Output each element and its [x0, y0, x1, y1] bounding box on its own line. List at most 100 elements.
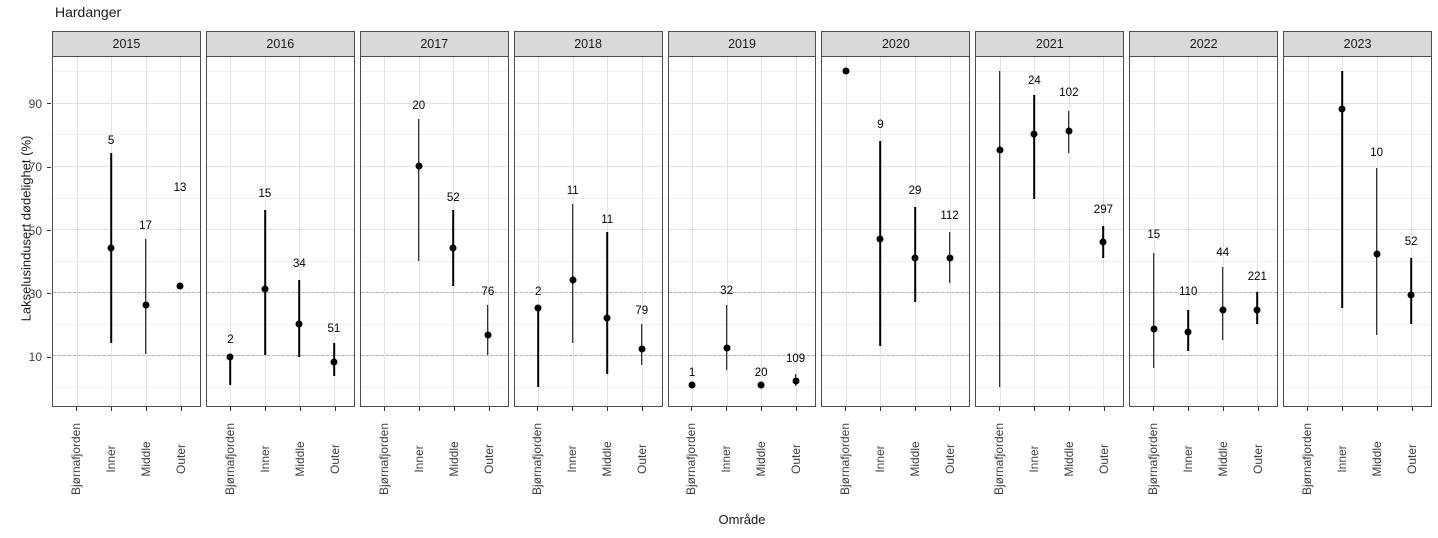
gridline-vertical	[299, 57, 301, 406]
y-tick-label: 90	[28, 96, 42, 111]
x-axis-title: Område	[718, 512, 766, 527]
gridline-minor	[976, 387, 1124, 389]
x-tick-mark	[1341, 407, 1343, 411]
n-label: 20	[412, 99, 426, 112]
gridline-major	[206, 102, 354, 104]
plot-area: 2 15 34 51	[205, 57, 355, 407]
facet-strip: 2022	[1129, 31, 1279, 57]
gridline-major	[976, 165, 1124, 167]
plot-area: 9 29 112	[821, 57, 971, 407]
n-label: 1	[688, 366, 696, 379]
gridline-minor	[976, 323, 1124, 325]
gridline-vertical	[761, 57, 763, 406]
x-labels: Bjørnafjorden Inner Middle Outer	[52, 412, 201, 512]
point-marker	[1030, 130, 1038, 138]
error-bar	[606, 232, 608, 375]
y-tick-mark	[47, 230, 51, 232]
gridline-minor	[1130, 197, 1278, 199]
gridline-vertical	[76, 57, 78, 406]
gridline-major	[53, 102, 200, 104]
n-label: 24	[1027, 74, 1041, 87]
error-bar	[418, 118, 420, 261]
gridline-minor	[1284, 197, 1432, 199]
error-bar	[1033, 94, 1036, 200]
plot-area: 24 102 297	[975, 57, 1125, 407]
x-ticks	[206, 407, 355, 412]
plot-area: 15 110 44 221	[1129, 57, 1279, 407]
x-tick-mark	[229, 407, 231, 411]
gridline-minor	[514, 134, 662, 136]
x-category-label: Bjørnafjorden	[376, 422, 391, 496]
reference-line	[1130, 292, 1278, 294]
gridline-vertical	[692, 57, 694, 406]
n-label: 297	[1093, 204, 1113, 217]
y-axis: 10 30 50 70 90	[0, 58, 52, 408]
plot-area: 2 11 11 79	[513, 57, 663, 407]
x-ticks	[52, 407, 201, 412]
point-marker	[688, 381, 696, 389]
gridline-major	[668, 229, 816, 231]
gridline-minor	[668, 197, 816, 199]
gridline-major	[822, 102, 970, 104]
x-tick-mark	[418, 407, 420, 411]
reference-line	[360, 355, 508, 357]
gridline-vertical	[845, 57, 847, 406]
error-bar	[640, 323, 643, 365]
reference-line	[206, 355, 354, 357]
reference-line	[1284, 292, 1432, 294]
x-category-label: Outer	[1404, 443, 1419, 475]
x-tick-mark	[607, 407, 609, 411]
n-label: 79	[635, 305, 649, 318]
point-marker	[911, 254, 919, 262]
x-tick-mark	[110, 407, 112, 411]
x-category-label: Middle	[446, 441, 461, 477]
n-label: 221	[1247, 270, 1267, 283]
facet-panel-2019: 2019 1 32 20 109 Bjørnafjorden Inner Middle Oute…	[667, 31, 817, 512]
gridline-minor	[1130, 260, 1278, 262]
x-tick-mark	[796, 407, 798, 411]
n-label: 32	[720, 284, 733, 297]
y-tick-label: 30	[28, 286, 42, 301]
panels: 2015 5 17 13 Bjørnafjorden Inner Middle Outer 20…	[52, 31, 1433, 512]
reference-line	[822, 355, 970, 357]
point-marker	[107, 244, 115, 252]
error-bar	[725, 304, 728, 370]
facet-strip-label: 2016	[266, 37, 295, 51]
gridline-major	[360, 229, 508, 231]
n-label: 112	[940, 210, 959, 223]
x-category-label: Bjørnafjorden	[1299, 422, 1314, 496]
error-bar	[571, 203, 574, 343]
gridline-minor	[668, 71, 816, 73]
gridline-minor	[1284, 387, 1432, 389]
x-ticks	[668, 407, 817, 412]
point-marker	[261, 285, 269, 293]
n-label: 52	[1404, 235, 1418, 248]
gridline-minor	[206, 134, 354, 136]
facet-panel-2018: 2018 2 11 11 79 Bjørnafjorden Inner Middle Outer	[513, 31, 663, 512]
facet-strip-label: 2023	[1343, 37, 1372, 51]
gridline-vertical	[1188, 57, 1190, 406]
gridline-minor	[1130, 323, 1278, 325]
point-marker	[142, 301, 150, 309]
plot-area: 5 17 13	[52, 57, 201, 407]
x-category-label: Middle	[292, 441, 307, 477]
reference-line	[514, 355, 662, 357]
point-marker	[876, 235, 884, 243]
x-category-label: Outer	[327, 443, 342, 475]
point-marker	[1219, 306, 1227, 314]
gridline-vertical	[1411, 57, 1413, 406]
reference-line	[976, 292, 1124, 294]
point-marker	[603, 314, 611, 322]
gridline-major	[1130, 229, 1278, 231]
point-marker	[1338, 105, 1346, 113]
gridline-vertical	[145, 57, 147, 406]
y-tick-label: 10	[28, 350, 42, 365]
gridline-vertical	[333, 57, 335, 406]
y-tick-label: 50	[28, 223, 42, 238]
gridline-major	[206, 165, 354, 167]
x-tick-mark	[761, 407, 763, 411]
reference-line	[206, 292, 354, 294]
gridline-minor	[1130, 387, 1278, 389]
reference-line	[53, 355, 200, 357]
